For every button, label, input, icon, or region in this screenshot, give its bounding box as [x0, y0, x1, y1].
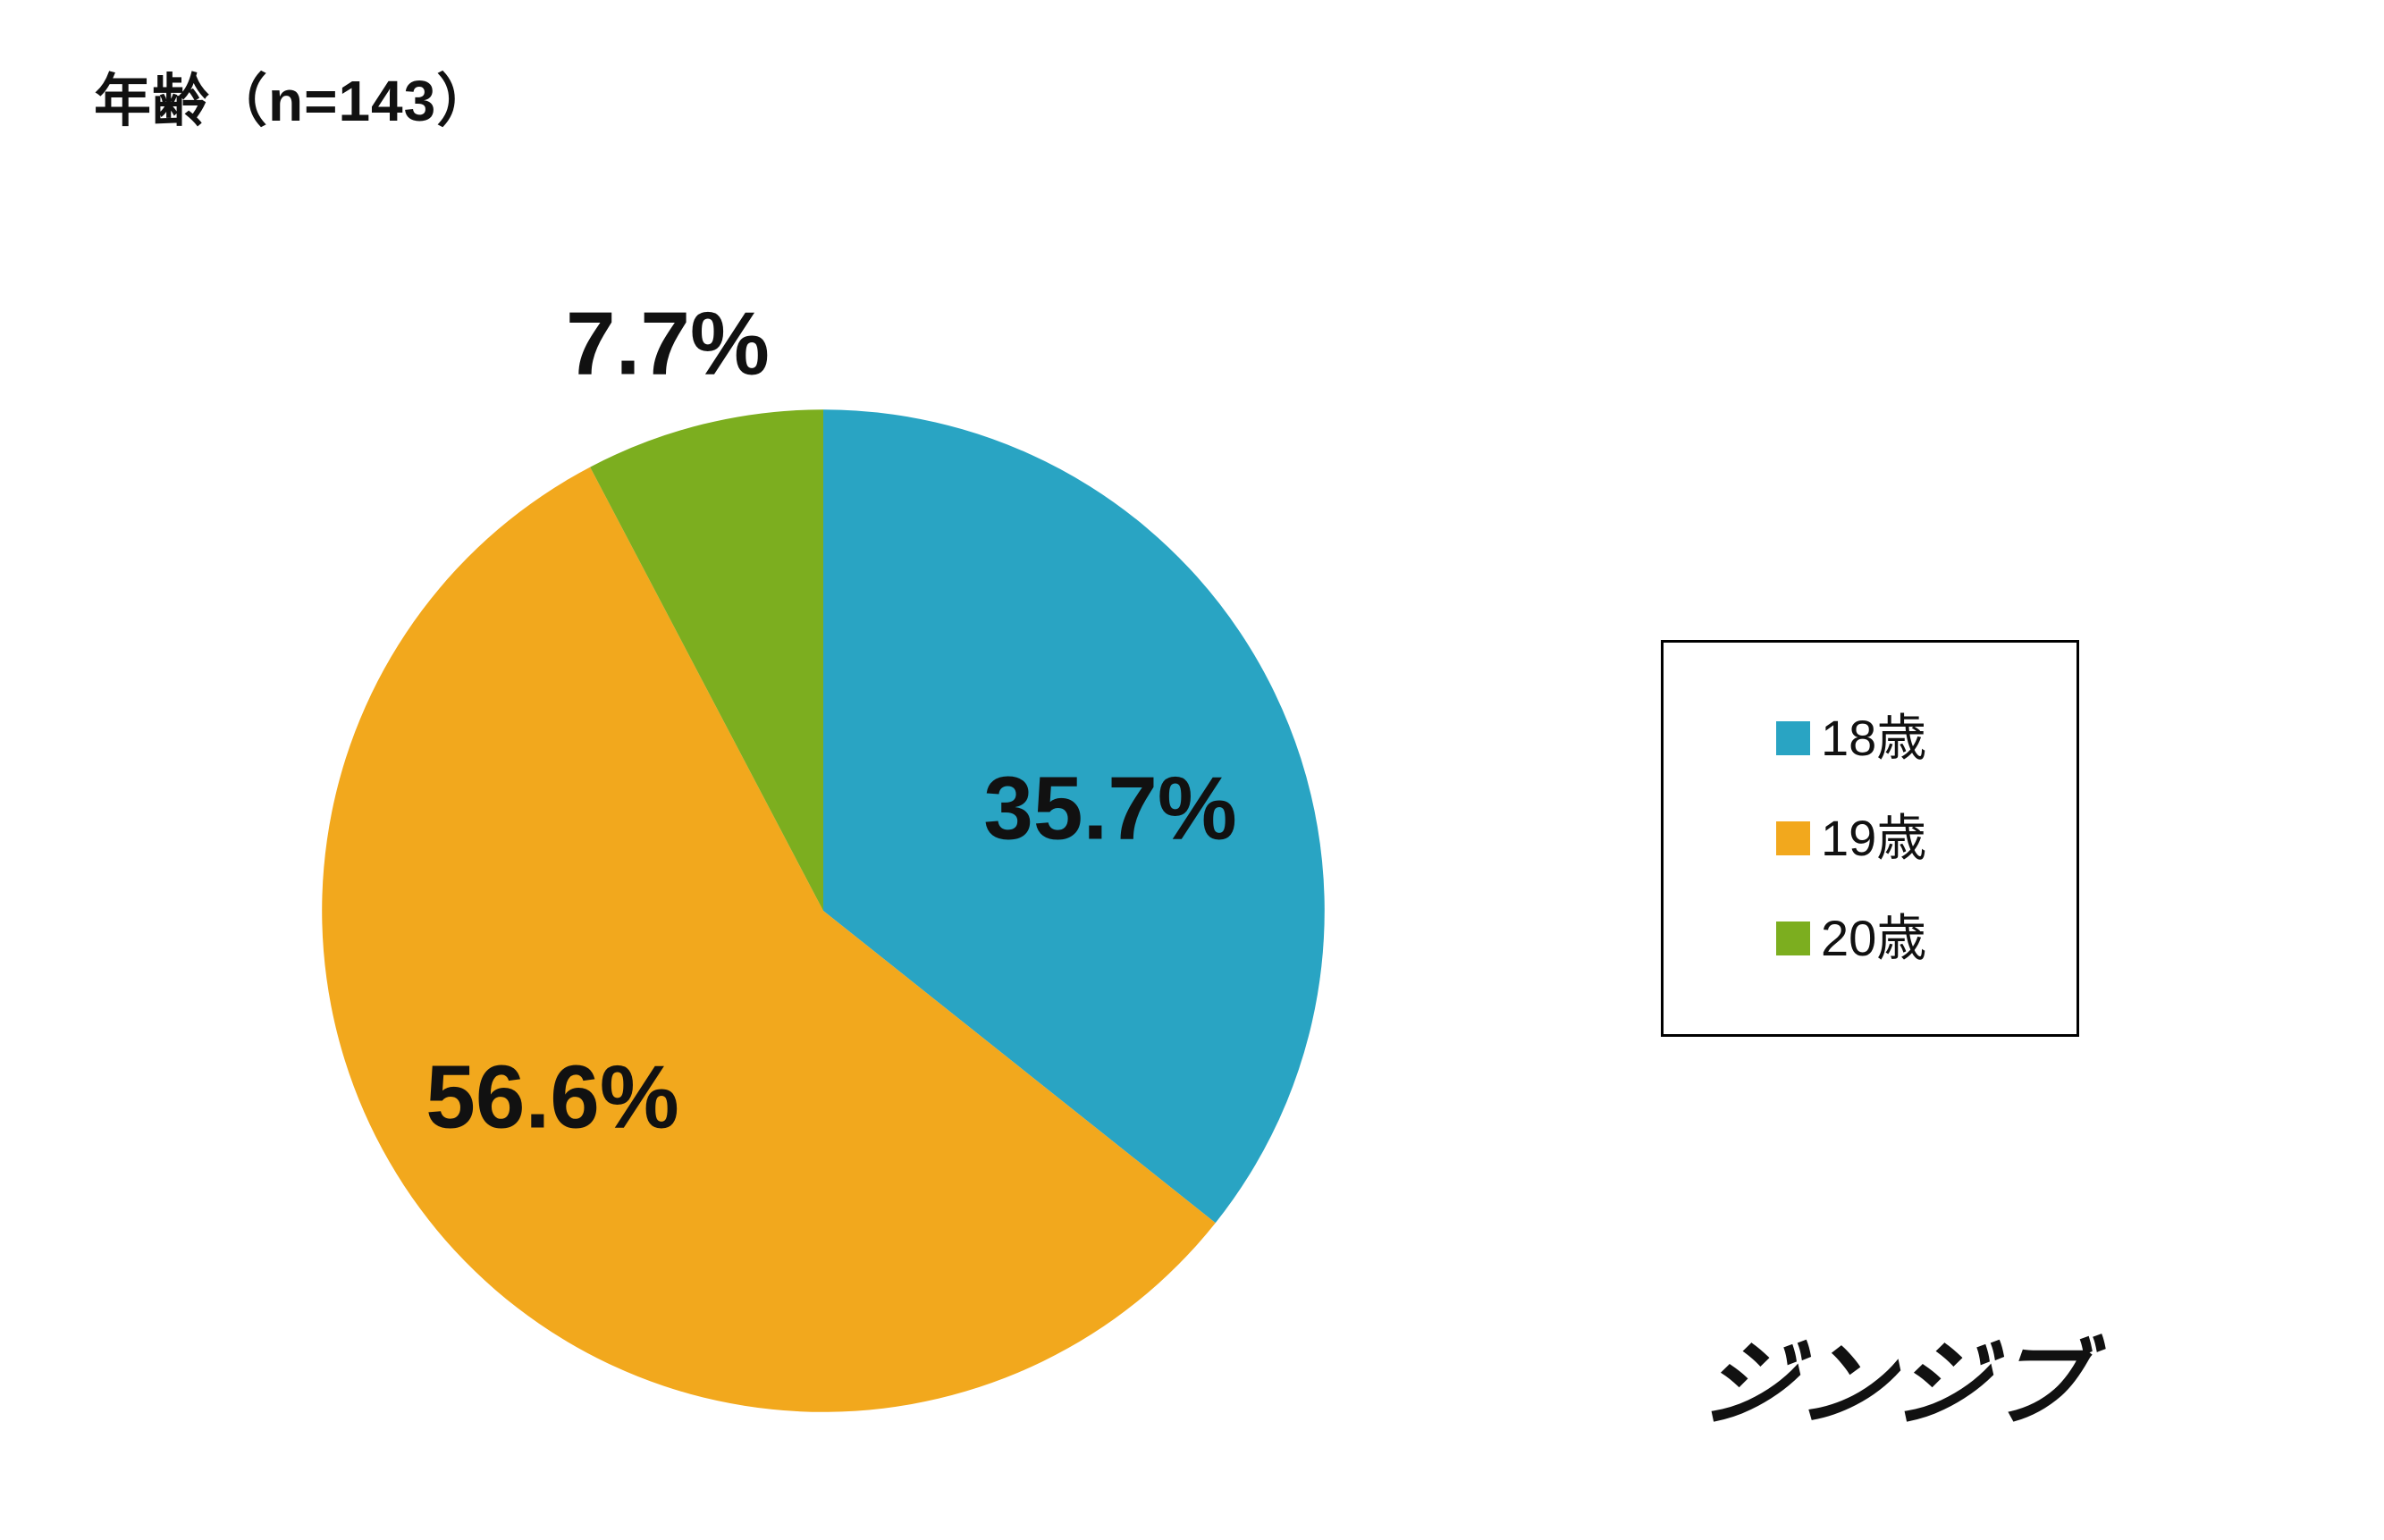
legend-item: 19歳 — [1776, 813, 2077, 863]
legend: 18歳 19歳 20歳 — [1661, 640, 2079, 1037]
brand-logo: ジンジブ — [1696, 1332, 2094, 1437]
pie-slice-19歳 — [322, 467, 1216, 1412]
pie-svg — [322, 409, 1325, 1412]
pie-slice-18歳 — [823, 409, 1325, 1224]
legend-item: 18歳 — [1776, 713, 2077, 763]
legend-swatch-icon — [1776, 821, 1810, 855]
legend-label: 20歳 — [1821, 910, 1927, 966]
legend-swatch-icon — [1776, 921, 1810, 955]
legend-item: 20歳 — [1776, 913, 2077, 964]
pie-slice-20歳 — [590, 409, 823, 911]
slice-data-label-19: 56.6% — [425, 1047, 679, 1148]
pie-chart — [312, 400, 1335, 1422]
legend-label: 19歳 — [1821, 810, 1927, 866]
chart-title: 年齢（n=143） — [94, 69, 495, 133]
legend-swatch-icon — [1776, 721, 1810, 755]
legend-label: 18歳 — [1821, 710, 1927, 766]
slice-data-label-18: 35.7% — [983, 758, 1237, 859]
slice-data-label-20: 7.7% — [566, 293, 770, 394]
